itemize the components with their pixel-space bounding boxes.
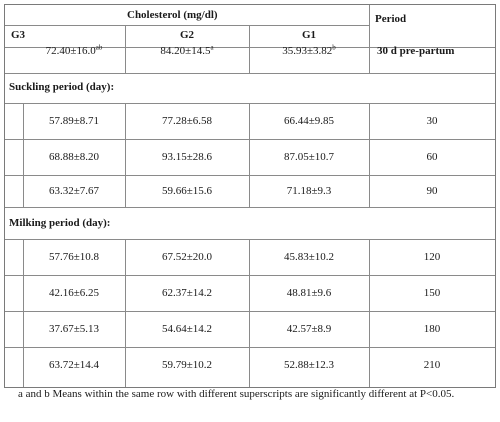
table-cell: 42.16±6.25 — [48, 287, 100, 299]
col-header-g2: G2 — [179, 29, 195, 41]
col-divider — [249, 103, 250, 207]
cell-prepartum-g1: 35.93±3.82b — [282, 43, 336, 57]
table-cell: 180 — [423, 323, 441, 335]
col-divider — [125, 103, 126, 207]
group-title: Cholesterol (mg/dl) — [127, 9, 218, 21]
col-divider — [249, 25, 250, 73]
row-rule — [5, 275, 495, 276]
table-cell: 93.15±28.6 — [161, 151, 213, 163]
indent-divider — [23, 103, 24, 207]
table-cell: 45.83±10.2 — [283, 251, 335, 263]
table-cell: 87.05±10.7 — [283, 151, 335, 163]
table-cell: 66.44±9.85 — [283, 115, 335, 127]
footnote: a and b Means within the same row with d… — [18, 388, 455, 400]
col-divider — [249, 239, 250, 387]
col-header-g1: G1 — [301, 29, 317, 41]
table-cell: 62.37±14.2 — [161, 287, 213, 299]
table-cell: 57.76±10.8 — [48, 251, 100, 263]
table-cell: 60 — [426, 151, 438, 163]
row-rule — [5, 175, 495, 176]
table-cell: 71.18±9.3 — [286, 185, 332, 197]
suckling-period-label: Suckling period (day): — [9, 81, 115, 93]
suckling-bottom-rule — [5, 207, 495, 208]
table-cell: 42.57±8.9 — [286, 323, 332, 335]
col-divider — [369, 103, 370, 207]
cholesterol-table: Cholesterol (mg/dl) Period G3 G2 G1 72.4… — [4, 4, 496, 388]
milking-period-label: Milking period (day): — [9, 217, 111, 229]
period-col-divider — [369, 5, 370, 73]
row-rule — [5, 347, 495, 348]
table-cell: 30 — [426, 115, 438, 127]
cell-prepartum-g2: 84.20±14.5a — [160, 43, 214, 57]
row-rule — [5, 139, 495, 140]
table-cell: 63.72±14.4 — [48, 359, 100, 371]
cell-prepartum-g3: 72.40±16.0ab — [45, 43, 103, 57]
table-cell: 37.67±5.13 — [48, 323, 100, 335]
milking-label-rule — [5, 239, 495, 240]
col-divider — [125, 25, 126, 73]
period-title: Period — [375, 13, 407, 25]
header-divider — [5, 25, 369, 26]
table-cell: 150 — [423, 287, 441, 299]
table-cell: 67.52±20.0 — [161, 251, 213, 263]
table-cell: 54.64±14.2 — [161, 323, 213, 335]
col-header-g3: G3 — [11, 29, 26, 41]
table-cell: 68.88±8.20 — [48, 151, 100, 163]
table-cell: 48.81±9.6 — [286, 287, 332, 299]
col-divider — [125, 239, 126, 387]
table-cell: 63.32±7.67 — [48, 185, 100, 197]
prepartum-bottom-rule — [5, 73, 495, 74]
suckling-label-rule — [5, 103, 495, 104]
cell-prepartum-period: 30 d pre-partum — [377, 45, 455, 57]
indent-divider — [23, 239, 24, 387]
header-bottom-rule — [5, 47, 495, 48]
table-cell: 59.79±10.2 — [161, 359, 213, 371]
table-cell: 77.28±6.58 — [161, 115, 213, 127]
table-cell: 210 — [423, 359, 441, 371]
table-cell: 90 — [426, 185, 438, 197]
row-rule — [5, 311, 495, 312]
table-cell: 120 — [423, 251, 441, 263]
table-cell: 52.88±12.3 — [283, 359, 335, 371]
col-divider — [369, 239, 370, 387]
table-cell: 59.66±15.6 — [161, 185, 213, 197]
table-cell: 57.89±8.71 — [48, 115, 100, 127]
